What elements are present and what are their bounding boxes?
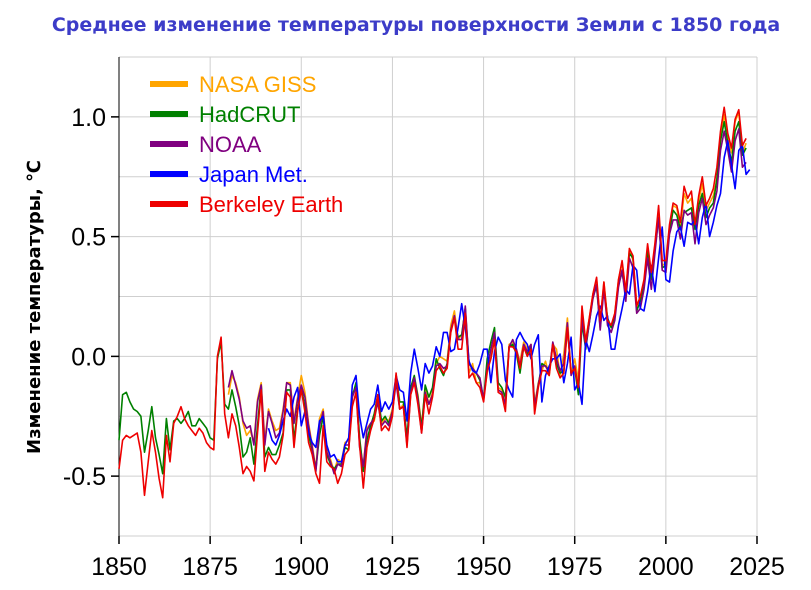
grid <box>118 56 758 537</box>
x-tick-label: 1850 <box>91 553 147 581</box>
x-tick-label: 1975 <box>547 553 603 581</box>
y-tick-label: 0.5 <box>71 224 106 252</box>
legend-label-nasa-giss: NASA GISS <box>199 72 316 97</box>
series-line-japan-met <box>267 140 751 463</box>
legend-label-berkeley-earth: Berkeley Earth <box>199 192 343 217</box>
legend-label-hadcrut: HadCRUT <box>199 102 300 127</box>
x-tick-label: 2025 <box>729 553 785 581</box>
y-tick-label: 0.0 <box>71 343 106 371</box>
legend-label-japan-met: Japan Met. <box>199 162 308 187</box>
axes: 1850 1875 1900 1925 1950 1975 2000 2025 -0.5 0.0 0… <box>63 57 785 581</box>
x-tick-label: 2000 <box>638 553 694 581</box>
chart-title: Среднее изменение температуры поверхност… <box>52 14 780 36</box>
y-tick-label: 1.0 <box>71 104 106 132</box>
x-tick-label: 1950 <box>456 553 512 581</box>
x-tick-label: 1875 <box>182 553 238 581</box>
x-tick-label: 1900 <box>273 553 329 581</box>
legend: NASA GISS HadCRUT NOAA Japan Met. Berkeley E… <box>150 72 343 217</box>
y-axis-label: Изменение температуры, ℃ <box>24 160 45 454</box>
series-line-berkeley-earth <box>118 106 747 499</box>
x-tick-label: 1925 <box>365 553 421 581</box>
y-tick-label: -0.5 <box>63 463 106 491</box>
legend-label-noaa: NOAA <box>199 132 262 157</box>
series-layer <box>118 106 751 499</box>
